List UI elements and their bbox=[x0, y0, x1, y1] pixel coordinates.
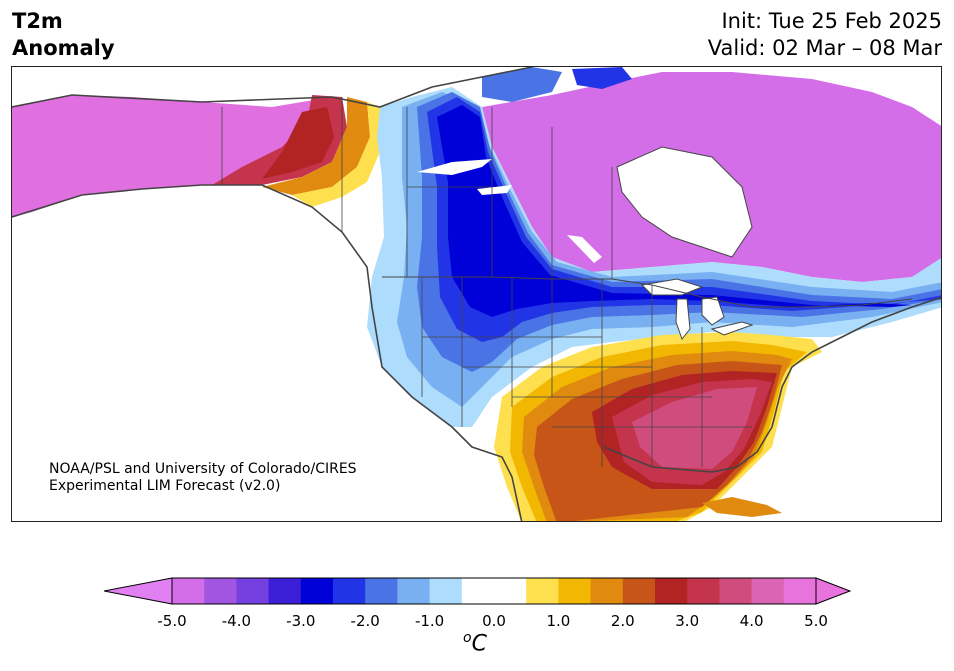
colorbar-cell bbox=[655, 578, 688, 604]
colorbar-cell bbox=[590, 578, 624, 604]
great-lake-erie bbox=[710, 321, 754, 336]
colorbar-tick-label: 0.0 bbox=[482, 612, 506, 630]
colorbar-cell bbox=[429, 578, 463, 604]
map-title: T2m Anomaly bbox=[12, 8, 115, 62]
arctic-cold-pocket bbox=[482, 67, 562, 102]
colorbar-cells bbox=[103, 577, 852, 605]
colorbar-cell bbox=[204, 578, 237, 604]
colorbar-tick-label: 4.0 bbox=[739, 612, 764, 630]
credit-line-2: Experimental LIM Forecast (v2.0) bbox=[49, 478, 281, 494]
hudson-bay bbox=[616, 146, 753, 258]
forecast-dates: Init: Tue 25 Feb 2025 Valid: 02 Mar – 08… bbox=[708, 8, 942, 62]
colorbar-cell bbox=[783, 578, 817, 604]
colorbar-cell bbox=[558, 578, 592, 604]
southeast-warm-core bbox=[632, 387, 757, 469]
colorbar-cell bbox=[751, 578, 785, 604]
colorbar-cell bbox=[397, 578, 431, 604]
colorbar-svg bbox=[103, 577, 852, 605]
province-lines bbox=[221, 97, 613, 279]
colorbar-cell bbox=[719, 578, 753, 604]
valid-range: Valid: 02 Mar – 08 Mar bbox=[707, 36, 942, 60]
cuba-warm bbox=[702, 497, 782, 517]
init-date: Init: Tue 25 Feb 2025 bbox=[721, 9, 942, 33]
colorbar-over-arrow bbox=[815, 577, 852, 605]
colorbar-tick-label: 1.0 bbox=[546, 612, 571, 630]
colorbar-cell bbox=[268, 578, 302, 604]
colorbar-tick-label: -2.0 bbox=[350, 612, 380, 630]
unit-celsius: C bbox=[471, 631, 487, 657]
variable-name: T2m bbox=[12, 9, 63, 33]
arctic-cold-pocket-2 bbox=[572, 67, 632, 89]
colorbar-border bbox=[171, 577, 817, 605]
colorbar-tick-labels: -5.0 -4.0 -3.0 -2.0 -1.0 0.0 1.0 2.0 3.0 4.0 5.0 bbox=[0, 612, 954, 632]
colorbar-cell bbox=[236, 578, 270, 604]
yukon-red-core bbox=[262, 107, 334, 179]
colorbar-cell bbox=[622, 578, 656, 604]
great-lake-michigan bbox=[675, 298, 691, 341]
data-credit: NOAA/PSL and University of Colorado/CIRE… bbox=[49, 461, 357, 495]
state-lines bbox=[421, 277, 752, 467]
colorbar-cell bbox=[461, 578, 495, 604]
lake-winnipeg bbox=[567, 235, 602, 263]
colorbar-cell bbox=[365, 578, 398, 604]
yukon-orange-band bbox=[262, 97, 370, 195]
colorbar-tick-label: -5.0 bbox=[157, 612, 187, 630]
colorbar-cell bbox=[300, 578, 334, 604]
credit-line-1: NOAA/PSL and University of Colorado/CIRE… bbox=[49, 461, 357, 477]
lake-athabasca bbox=[477, 185, 512, 195]
colorbar-tick-label: 5.0 bbox=[804, 612, 828, 630]
us-canada-border bbox=[382, 276, 913, 308]
coastline bbox=[12, 67, 941, 521]
colorbar-cell bbox=[526, 578, 559, 604]
unit-degree: o bbox=[463, 630, 472, 646]
alaska-warm-region bbox=[12, 95, 347, 217]
colorbar-tick-label: 2.0 bbox=[610, 612, 635, 630]
colorbar bbox=[103, 576, 854, 612]
variable-subtitle: Anomaly bbox=[12, 36, 115, 60]
colorbar-cell bbox=[172, 578, 205, 604]
colorbar-cell bbox=[494, 578, 527, 604]
colorbar-under-arrow bbox=[103, 577, 173, 605]
anomaly-map bbox=[11, 66, 942, 522]
colorbar-cell bbox=[687, 578, 720, 604]
cold-deep-band bbox=[437, 105, 912, 317]
great-slave-lake bbox=[417, 159, 492, 175]
great-lake-superior bbox=[640, 278, 704, 296]
yukon-yellow-band bbox=[292, 102, 382, 207]
colorbar-tick-label: 3.0 bbox=[675, 612, 700, 630]
great-lake-huron bbox=[701, 296, 725, 326]
colorbar-cell bbox=[333, 578, 366, 604]
anomaly-map-svg bbox=[12, 67, 941, 521]
colorbar-tick-label: -4.0 bbox=[221, 612, 252, 630]
colorbar-tick-label: -1.0 bbox=[414, 612, 445, 630]
colorbar-unit: oC bbox=[463, 630, 487, 656]
colorbar-tick-label: -3.0 bbox=[286, 612, 316, 630]
